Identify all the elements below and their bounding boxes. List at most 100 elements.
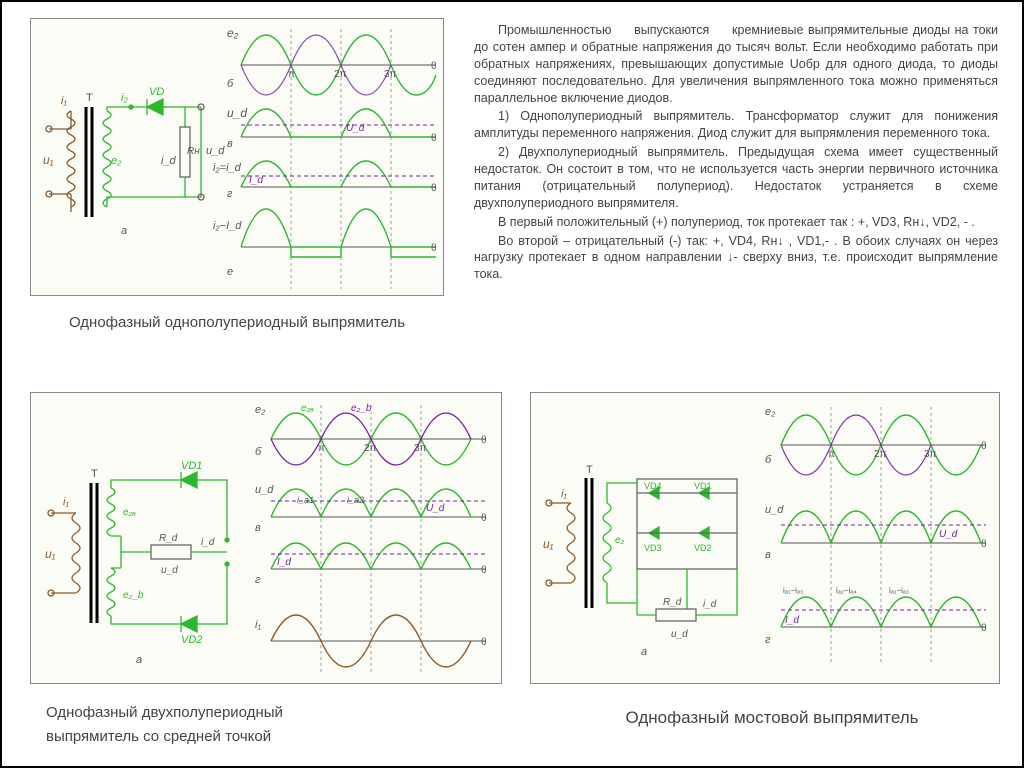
para-3: 2) Двухполупериодный выпрямитель. Предыд… <box>474 144 998 212</box>
svg-text:б: б <box>255 446 262 458</box>
svg-text:u_d: u_d <box>255 484 274 496</box>
para-4: В первый положительный (+) полупериод, т… <box>474 214 998 231</box>
caption-center-tap-1: Однофазный двухполупериодный <box>46 704 486 721</box>
svg-text:3π: 3π <box>414 443 427 454</box>
svg-text:в: в <box>255 522 261 534</box>
svg-text:R_d: R_d <box>159 533 178 544</box>
svg-bridge: u₁ i₁ T e₂ VD4 VD1 VD3 VD2 R_d i_d u_d а… <box>531 393 1001 685</box>
svg-text:π: π <box>318 443 325 454</box>
svg-text:θ: θ <box>981 623 987 634</box>
svg-text:в: в <box>227 138 233 150</box>
svg-text:2π: 2π <box>874 449 887 460</box>
svg-text:e₂: e₂ <box>227 26 239 40</box>
svg-text:VD4: VD4 <box>644 481 662 491</box>
svg-text:VD2: VD2 <box>181 634 202 646</box>
svg-text:I_d: I_d <box>249 175 263 186</box>
svg-text:а: а <box>641 646 647 658</box>
svg-text:e₂: e₂ <box>255 404 266 416</box>
svg-text:Rн: Rн <box>187 146 200 157</box>
para-1: Промышленностью выпускаются кремниевые в… <box>474 22 998 106</box>
svg-text:U_d: U_d <box>346 123 365 134</box>
svg-text:г: г <box>227 188 233 200</box>
svg-text:2π: 2π <box>364 443 377 454</box>
svg-text:I_d: I_d <box>785 615 799 626</box>
svg-text:u_d: u_d <box>227 106 247 120</box>
svg-text:T: T <box>91 468 98 480</box>
svg-text:e₂_b: e₂_b <box>351 403 372 414</box>
svg-text:θ: θ <box>481 435 487 446</box>
svg-text:г: г <box>255 574 261 586</box>
svg-text:u_d: u_d <box>161 565 178 576</box>
svg-text:е: е <box>227 266 233 278</box>
svg-text:θ: θ <box>431 243 437 254</box>
svg-text:i₁: i₁ <box>561 488 567 500</box>
svg-text:б: б <box>765 454 772 466</box>
svg-text:VD3: VD3 <box>644 543 662 553</box>
svg-text:б: б <box>227 78 234 90</box>
svg-text:u₁: u₁ <box>45 547 56 561</box>
caption-center-tap-2: выпрямитель со средней точкой <box>46 728 486 745</box>
svg-text:I_d: I_d <box>277 557 291 568</box>
svg-text:θ: θ <box>481 513 487 524</box>
svg-text:2π: 2π <box>334 69 347 80</box>
svg-text:iₐ₁−iₐ₃: iₐ₁−iₐ₃ <box>889 586 909 595</box>
svg-text:R_d: R_d <box>663 597 682 608</box>
svg-text:U_d: U_d <box>939 529 958 540</box>
svg-text:e₂: e₂ <box>111 155 122 167</box>
svg-text:iₐ₁−iₐ₃: iₐ₁−iₐ₃ <box>783 586 803 595</box>
svg-text:а: а <box>136 654 142 666</box>
svg-text:3π: 3π <box>384 69 397 80</box>
caption-bridge: Однофазный мостовой выпрямитель <box>562 708 982 728</box>
svg-text:i₂=i_d: i₂=i_d <box>213 162 242 174</box>
svg-text:θ: θ <box>481 565 487 576</box>
svg-text:T: T <box>86 92 93 104</box>
svg-text:i_a1: i_a1 <box>297 495 314 505</box>
svg-text:i_a2: i_a2 <box>347 495 364 505</box>
svg-text:e₂: e₂ <box>615 535 625 546</box>
svg-text:u_d: u_d <box>206 145 225 157</box>
svg-text:π: π <box>288 69 295 80</box>
svg-text:VD: VD <box>149 86 164 98</box>
svg-text:θ: θ <box>481 637 487 648</box>
svg-text:u₁: u₁ <box>43 153 54 167</box>
svg-text:θ: θ <box>431 133 437 144</box>
svg-text:i₁: i₁ <box>63 496 69 508</box>
svg-text:iₐ₂−iₐ₄: iₐ₂−iₐ₄ <box>836 586 857 595</box>
svg-text:U_d: U_d <box>426 503 445 514</box>
svg-text:3π: 3π <box>924 449 937 460</box>
svg-text:π: π <box>828 449 835 460</box>
svg-text:а: а <box>121 225 127 237</box>
svg-text:i₁: i₁ <box>255 619 261 631</box>
svg-text:u₁: u₁ <box>543 537 554 551</box>
svg-text:θ: θ <box>431 61 437 72</box>
svg-text:u_d: u_d <box>765 504 784 516</box>
caption-half-wave: Однофазный однополупериодный выпрямитель <box>30 314 444 331</box>
para-2: 1) Однополупериодный выпрямитель. Трансф… <box>474 108 998 142</box>
svg-text:i₂−I_d: i₂−I_d <box>213 220 242 232</box>
svg-text:i₁: i₁ <box>61 95 67 107</box>
svg-text:i_d: i_d <box>703 599 717 610</box>
svg-text:i_d: i_d <box>201 537 215 548</box>
svg-text:i_d: i_d <box>161 155 177 167</box>
svg-text:VD2: VD2 <box>694 543 712 553</box>
svg-text:VD1: VD1 <box>181 460 202 472</box>
svg-text:e₂_b: e₂_b <box>123 590 144 601</box>
svg-text:VD1: VD1 <box>694 481 712 491</box>
para-5: Во второй – отрицательный (-) так: +, VD… <box>474 233 998 284</box>
svg-text:u_d: u_d <box>671 629 688 640</box>
svg-half-wave: u₁ i₁ T i₂ VD e₂ i_d Rн u_d а e₂ u_d i₂=… <box>31 19 445 297</box>
diagram-bridge: u₁ i₁ T e₂ VD4 VD1 VD3 VD2 R_d i_d u_d а… <box>530 392 1000 684</box>
svg-text:θ: θ <box>981 539 987 550</box>
svg-text:θ: θ <box>981 441 987 452</box>
svg-text:e₂ₐ: e₂ₐ <box>123 507 136 518</box>
svg-center-tap: u₁ i₁ T VD1 VD2 e₂ₐ e₂_b R_d i_d u_d а e… <box>31 393 503 685</box>
svg-text:e₂ₐ: e₂ₐ <box>301 403 314 414</box>
svg-text:θ: θ <box>431 183 437 194</box>
svg-text:i₂: i₂ <box>121 92 128 104</box>
svg-text:г: г <box>765 634 771 646</box>
main-text: Промышленностью выпускаются кремниевые в… <box>474 22 998 285</box>
svg-text:T: T <box>586 464 593 476</box>
svg-text:e₂: e₂ <box>765 406 776 418</box>
diagram-half-wave: u₁ i₁ T i₂ VD e₂ i_d Rн u_d а e₂ u_d i₂=… <box>30 18 444 296</box>
svg-text:в: в <box>765 549 771 561</box>
